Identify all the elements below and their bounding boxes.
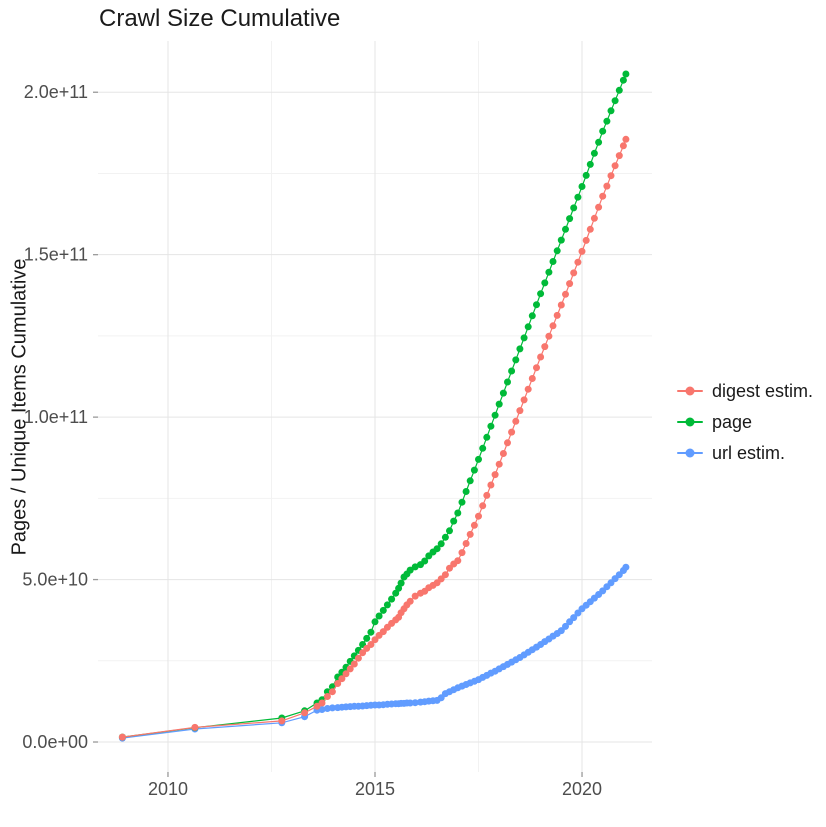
svg-text:0.0e+00: 0.0e+00 (22, 732, 88, 752)
y-axis-tick-labels: 0.0e+00 5.0e+10 1.0e+11 1.5e+11 2.0e+11 (22, 82, 88, 752)
svg-text:2.0e+11: 2.0e+11 (24, 82, 88, 102)
series-url-estim- (118, 563, 630, 742)
legend: digest estim. page url estim. (676, 381, 813, 463)
series-digest-estim- (118, 135, 630, 741)
legend-label-digest: digest estim. (712, 380, 814, 401)
legend-label-page: page (712, 411, 753, 432)
svg-text:2010: 2010 (148, 779, 188, 799)
svg-text:2015: 2015 (355, 779, 395, 799)
legend-item-digest-estim: digest estim. (676, 381, 813, 401)
svg-text:5.0e+10: 5.0e+10 (22, 570, 88, 590)
svg-text:1.5e+11: 1.5e+11 (24, 245, 88, 265)
legend-item-page: page (676, 412, 813, 432)
legend-label-url: url estim. (712, 442, 786, 463)
svg-text:1.0e+11: 1.0e+11 (24, 407, 88, 427)
y-axis-title: Pages / Unique Items Cumulative (8, 258, 31, 556)
legend-item-url-estim: url estim. (676, 443, 813, 463)
series-page (118, 70, 630, 741)
axis-tick-marks (93, 91, 583, 777)
legend-key-digest-icon (676, 381, 704, 401)
legend-key-url-icon (676, 443, 704, 463)
chart-title: Crawl Size Cumulative (99, 5, 341, 32)
x-axis-tick-labels: 2010 2015 2020 (148, 779, 602, 799)
major-gridlines (98, 41, 652, 772)
svg-text:2020: 2020 (562, 779, 602, 799)
legend-key-page-icon (676, 412, 704, 432)
